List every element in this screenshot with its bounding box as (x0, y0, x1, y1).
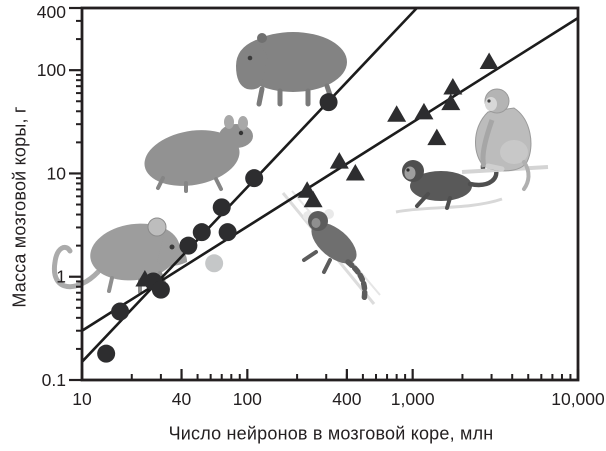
agouti-illustration (144, 115, 253, 193)
rodents-point (218, 223, 237, 242)
agouti-illustration-part (224, 115, 234, 129)
rodent-gray-point (205, 254, 224, 273)
primates-point (303, 190, 323, 208)
x-tick-label: 40 (172, 389, 192, 409)
marmoset-illustration-part (311, 218, 321, 228)
marmoset-illustration-part (311, 222, 357, 264)
agouti-illustration-part (238, 116, 248, 130)
capuchin-illustration-part (415, 192, 452, 210)
macaque-illustration-part (485, 163, 505, 172)
y-tick-label: 1 (56, 267, 66, 287)
agouti-illustration-part (156, 176, 223, 193)
marmoset-illustration-part (302, 250, 332, 274)
x-axis-title: Число нейронов в мозговой коре, млн (168, 423, 494, 444)
primate-fit-line (81, 16, 579, 332)
capuchin-illustration-part (406, 168, 410, 172)
plot-border (80, 6, 580, 382)
rodents-point (192, 223, 211, 242)
macaque-illustration (461, 88, 549, 191)
capuchin-illustration-part (404, 166, 416, 180)
rodents-point (97, 344, 116, 363)
rodents-point (319, 93, 338, 112)
capybara-illustration (236, 32, 347, 107)
mouse-illustration-part (169, 244, 175, 250)
capybara-illustration-part (236, 40, 268, 90)
x-tick-label: 400 (332, 389, 361, 409)
y-tick-label: 400 (37, 2, 66, 22)
mouse-illustration (51, 217, 188, 294)
mouse-illustration-part (147, 217, 167, 237)
capybara-illustration-part (256, 83, 335, 107)
macaque-illustration-part (522, 160, 531, 191)
y-tick-label: 0.1 (42, 370, 66, 390)
agouti-illustration-part (144, 130, 240, 186)
y-axis-title: Масса мозговой коры, г (9, 106, 30, 308)
mouse-illustration-part (90, 223, 180, 281)
primates-point (345, 163, 365, 181)
primates-point (427, 128, 447, 146)
primates-point (479, 52, 499, 69)
capybara-illustration-part (257, 33, 267, 43)
agouti-illustration-part (238, 130, 244, 136)
macaque-illustration-part (480, 119, 495, 168)
agouti-illustration-part (219, 124, 253, 148)
primates-point (387, 105, 407, 122)
rodents-point (245, 169, 264, 188)
rodents-point (151, 280, 170, 299)
primates-point (329, 152, 349, 169)
rodents-point (212, 198, 231, 217)
x-tick-label: 1,000 (391, 389, 435, 409)
primates-point (443, 77, 463, 95)
rodents-point (179, 236, 198, 255)
capybara-illustration-part (247, 55, 253, 61)
capybara-illustration-part (239, 32, 347, 92)
capuchin-illustration-part (410, 171, 472, 201)
marmoset-illustration (281, 190, 381, 305)
y-tick-label: 100 (37, 60, 66, 80)
macaque-illustration-part (500, 140, 528, 164)
primates-point (414, 102, 434, 120)
macaque-illustration-part (487, 99, 491, 103)
primates-point (135, 270, 155, 287)
x-tick-label: 100 (233, 389, 262, 409)
capuchin-illustration (395, 159, 503, 214)
x-tick-label: 10,000 (551, 389, 605, 409)
marmoset-illustration-part (345, 259, 368, 303)
rodents-point (111, 302, 130, 321)
y-tick-label: 10 (47, 163, 67, 183)
x-tick-label: 10 (72, 389, 92, 409)
primates-point (441, 93, 461, 111)
macaque-illustration-part (485, 97, 497, 111)
